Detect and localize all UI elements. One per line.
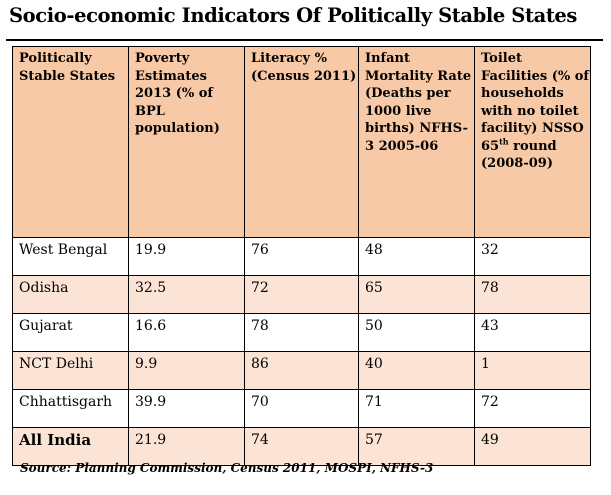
cell-state: NCT Delhi <box>12 351 129 390</box>
cell-toilet: 1 <box>474 351 591 390</box>
cell-state: All India <box>12 427 129 466</box>
cell-infant-mortality: 48 <box>358 237 475 276</box>
cell-poverty: 19.9 <box>128 237 245 276</box>
cell-literacy: 72 <box>244 275 359 314</box>
source-note: Source: Planning Commission, Census 2011… <box>20 461 434 475</box>
cell-infant-mortality: 40 <box>358 351 475 390</box>
cell-infant-mortality: 50 <box>358 313 475 352</box>
cell-infant-mortality: 65 <box>358 275 475 314</box>
cell-poverty: 32.5 <box>128 275 245 314</box>
table-row: Gujarat 16.6 78 50 43 <box>12 313 591 352</box>
header-literacy: Literacy % (Census 2011) <box>244 46 359 238</box>
cell-toilet: 43 <box>474 313 591 352</box>
cell-literacy: 70 <box>244 389 359 428</box>
header-toilet-text: Toilet Facilities (% of households with … <box>481 51 590 154</box>
header-toilet-tail: round (2008-09) <box>481 138 557 172</box>
title-underline <box>6 39 603 41</box>
cell-toilet: 72 <box>474 389 591 428</box>
table-row: NCT Delhi 9.9 86 40 1 <box>12 351 591 390</box>
cell-poverty: 39.9 <box>128 389 245 428</box>
cell-state: Odisha <box>12 275 129 314</box>
indicators-table: Politically Stable States Poverty Estima… <box>12 46 591 466</box>
cell-poverty: 21.9 <box>128 427 245 466</box>
table-row: Odisha 32.5 72 65 78 <box>12 275 591 314</box>
cell-poverty: 9.9 <box>128 351 245 390</box>
cell-toilet: 32 <box>474 237 591 276</box>
header-poverty: Poverty Estimates 2013 (% of BPL populat… <box>128 46 245 238</box>
header-infant-mortality: Infant Mortality Rate (Deaths per 1000 l… <box>358 46 475 238</box>
cell-state: West Bengal <box>12 237 129 276</box>
table-row-total: All India 21.9 74 57 49 <box>12 427 591 466</box>
cell-infant-mortality: 71 <box>358 389 475 428</box>
cell-literacy: 76 <box>244 237 359 276</box>
cell-state: Chhattisgarh <box>12 389 129 428</box>
page-title: Socio-economic Indicators Of Politically… <box>9 4 578 27</box>
table-header-row: Politically Stable States Poverty Estima… <box>12 46 591 238</box>
header-toilet-facilities: Toilet Facilities (% of households with … <box>474 46 591 238</box>
cell-infant-mortality: 57 <box>358 427 475 466</box>
cell-toilet: 49 <box>474 427 591 466</box>
cell-state: Gujarat <box>12 313 129 352</box>
header-toilet-sup: th <box>499 136 509 147</box>
cell-poverty: 16.6 <box>128 313 245 352</box>
cell-literacy: 86 <box>244 351 359 390</box>
table-row: Chhattisgarh 39.9 70 71 72 <box>12 389 591 428</box>
cell-toilet: 78 <box>474 275 591 314</box>
cell-literacy: 78 <box>244 313 359 352</box>
cell-literacy: 74 <box>244 427 359 466</box>
table-row: West Bengal 19.9 76 48 32 <box>12 237 591 276</box>
header-state: Politically Stable States <box>12 46 129 238</box>
